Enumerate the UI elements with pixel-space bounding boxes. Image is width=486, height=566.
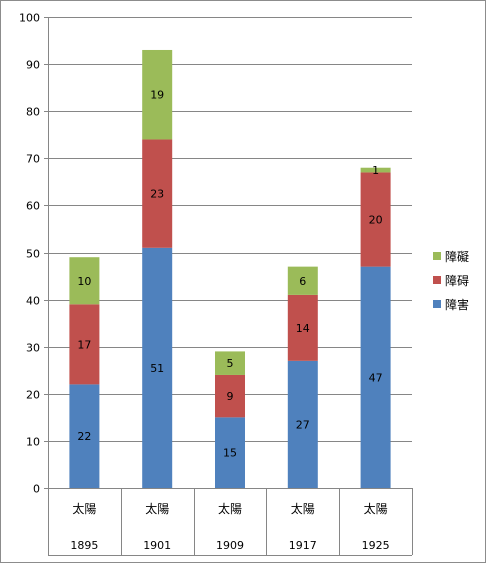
- y-tick-label: 80: [26, 106, 40, 119]
- bar-segment: [142, 139, 173, 248]
- data-label: 27: [296, 418, 310, 431]
- data-label: 14: [296, 322, 310, 335]
- bar-segment: [69, 257, 100, 305]
- legend-swatch: [433, 300, 441, 308]
- bar-segment: [142, 49, 173, 140]
- bars: 22 17 10 51 23 19 15 9 5 27 14 6 47 20 1: [69, 49, 391, 488]
- bar-segment: [287, 360, 318, 488]
- bar-segment: [69, 304, 100, 385]
- bar-segment: [360, 266, 391, 488]
- x-group-label: 太陽: [145, 501, 169, 516]
- data-label: 51: [150, 362, 164, 375]
- y-tick-label: 10: [26, 436, 40, 449]
- x-group-label: 太陽: [364, 501, 388, 516]
- x-group-label: 太陽: [218, 501, 242, 516]
- legend-label: 障碍: [445, 273, 469, 288]
- bar-segment: [360, 167, 391, 173]
- data-label: 47: [369, 371, 383, 384]
- x-tick-label: 1895: [70, 539, 98, 552]
- data-label: 6: [299, 275, 306, 288]
- legend-swatch: [433, 276, 441, 284]
- data-label: 17: [77, 338, 91, 351]
- x-tick-label: 1909: [216, 539, 244, 552]
- y-tick-label: 0: [33, 483, 40, 496]
- data-label: 19: [150, 89, 164, 102]
- x-tick-label: 1917: [289, 539, 317, 552]
- legend-label: 障害: [445, 297, 469, 312]
- data-label: 5: [227, 357, 234, 370]
- x-group-label: 太陽: [291, 501, 315, 516]
- x-group-label: 太陽: [72, 501, 96, 516]
- bar-segment: [287, 266, 318, 295]
- y-tick-label: 100: [19, 12, 40, 25]
- y-tick-label: 30: [26, 342, 40, 355]
- y-tick-label: 60: [26, 200, 40, 213]
- bar-segment: [360, 172, 391, 267]
- y-tick-label: 90: [26, 59, 40, 72]
- x-tick-label: 1901: [143, 539, 171, 552]
- data-label: 22: [77, 430, 91, 443]
- y-axis: 0 10 20 30 40 50 60 70 80 90 100: [19, 12, 49, 496]
- y-tick-label: 40: [26, 295, 40, 308]
- data-label: 23: [150, 188, 164, 201]
- x-axis: 太陽 1895 太陽 1901 太陽 1909 太陽 1917 太陽 1925: [48, 488, 413, 556]
- legend-label: 障礙: [445, 249, 469, 264]
- bar-segment: [215, 374, 245, 418]
- y-tick-label: 50: [26, 248, 40, 261]
- data-label: 10: [77, 275, 91, 288]
- data-label: 15: [223, 447, 237, 460]
- bar-segment: [69, 384, 100, 488]
- bar-segment: [142, 247, 173, 488]
- bar-segment: [215, 417, 245, 488]
- data-label: 20: [369, 214, 383, 227]
- gridlines: [48, 17, 412, 442]
- legend-swatch: [433, 252, 441, 260]
- y-tick-label: 70: [26, 153, 40, 166]
- bar-segment: [215, 351, 245, 375]
- bar-segment: [287, 294, 318, 361]
- data-label: 1: [372, 164, 379, 177]
- data-label: 9: [227, 390, 234, 403]
- x-tick-label: 1925: [362, 539, 390, 552]
- y-tick-label: 20: [26, 389, 40, 402]
